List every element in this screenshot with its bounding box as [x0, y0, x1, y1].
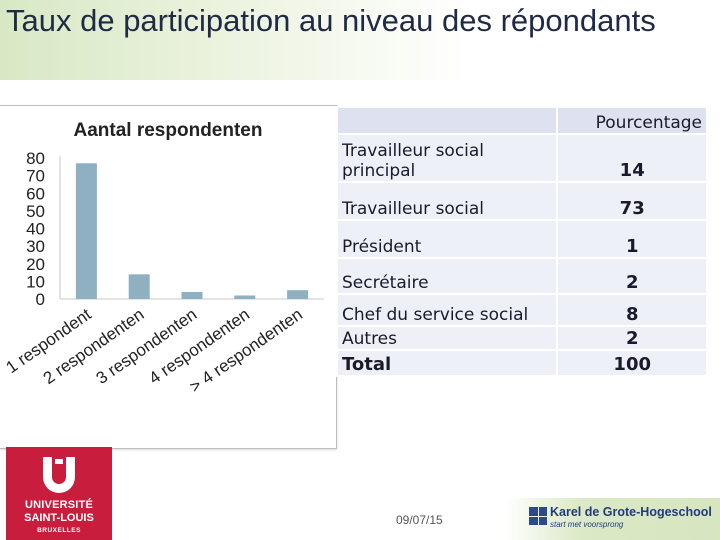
university-logo-line3: BRUXELLES: [37, 527, 81, 534]
row-label: Travailleur social: [335, 181, 559, 221]
bar: [128, 274, 150, 299]
y-tick-label: 80: [26, 149, 45, 168]
table-row: Travailleur social principal 14: [335, 133, 708, 183]
table-header-empty: [335, 106, 559, 135]
y-tick-label: 20: [26, 255, 45, 274]
bar: [234, 295, 256, 299]
percentage-table: Pourcentage Travailleur social principal…: [335, 106, 708, 377]
row-value: 2: [556, 257, 708, 295]
row-value: 73: [556, 181, 708, 221]
title-band: [0, 0, 720, 80]
table-row: Chef du service social 8: [335, 293, 708, 327]
row-label: Chef du service social: [335, 293, 559, 327]
university-logo: UNIVERSITÉ SAINT-LOUIS BRUXELLES: [6, 447, 112, 540]
table-header-percentage: Pourcentage: [556, 106, 708, 135]
row-value: 8: [556, 293, 708, 327]
school-logo-tagline: start met voorsprong: [550, 520, 624, 529]
slide-title: Taux de participation au niveau des répo…: [6, 3, 656, 38]
table-row: Travailleur social 73: [335, 181, 708, 221]
table-row: Président 1: [335, 219, 708, 259]
bar: [181, 291, 203, 299]
school-logo-name: Karel de Grote-Hogeschool: [550, 505, 712, 519]
y-tick-label: 40: [26, 220, 45, 239]
university-logo-line1: UNIVERSITÉ: [24, 499, 93, 511]
row-value-total: 100: [556, 349, 708, 377]
row-label-total: Total: [335, 349, 559, 377]
y-tick-label: 70: [26, 167, 45, 186]
chart-panel: Aantal respondenten 0 10 20 30 40 50 60 70 80 1 re…: [0, 105, 337, 449]
university-logo-mark-icon: [43, 457, 75, 493]
row-label: Travailleur social principal: [335, 133, 559, 183]
table-row-total: Total 100: [335, 349, 708, 377]
y-tick-label: 60: [26, 184, 45, 203]
school-logo-icon: [529, 507, 547, 525]
slide-date: 09/07/15: [396, 513, 443, 527]
percentage-table-wrapper: Pourcentage Travailleur social principal…: [335, 106, 708, 377]
row-value: 2: [556, 325, 708, 351]
y-tick-label: 0: [36, 290, 45, 309]
bar: [287, 290, 309, 299]
bar: [75, 163, 97, 299]
row-value: 1: [556, 219, 708, 259]
row-label: Secrétaire: [335, 257, 559, 295]
university-logo-line2: SAINT-LOUIS: [24, 512, 94, 524]
table-header-row: Pourcentage: [335, 106, 708, 135]
chart-title: Aantal respondenten: [74, 120, 263, 141]
y-tick-label: 10: [26, 272, 45, 291]
row-value: 14: [556, 133, 708, 183]
y-tick-label: 50: [26, 202, 45, 221]
table-row: Autres 2: [335, 325, 708, 351]
row-label: Autres: [335, 325, 559, 351]
row-label: Président: [335, 219, 559, 259]
table-row: Secrétaire 2: [335, 257, 708, 295]
y-tick-label: 30: [26, 237, 45, 256]
